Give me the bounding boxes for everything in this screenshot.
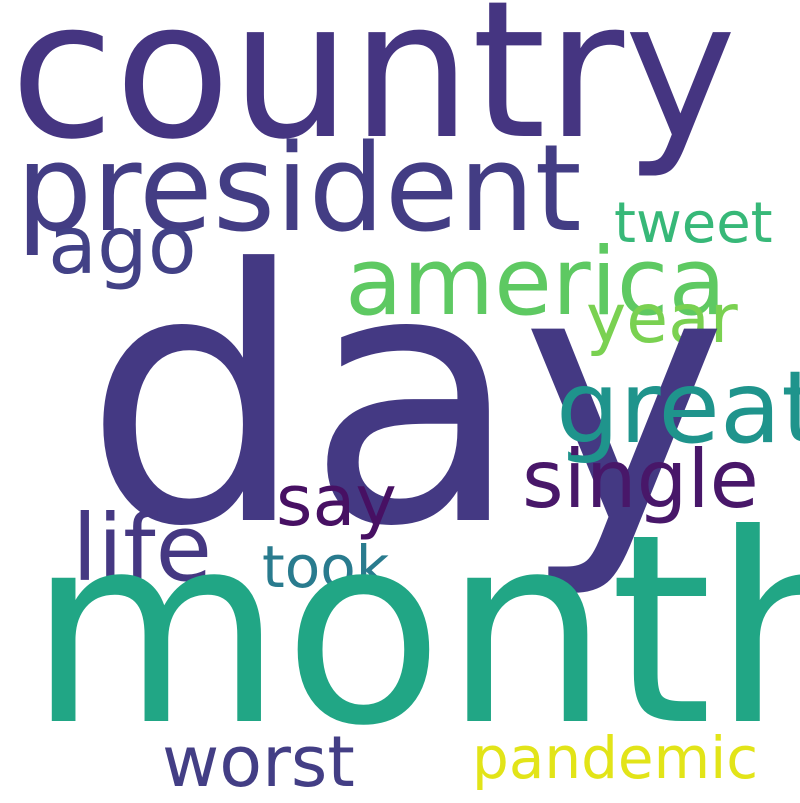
word-say: say bbox=[276, 460, 397, 542]
word-president: president bbox=[16, 120, 582, 259]
word-america: america bbox=[345, 228, 727, 337]
word-tweet: tweet bbox=[614, 191, 773, 256]
word-year: year bbox=[586, 280, 738, 359]
word-great: great bbox=[556, 349, 800, 466]
word-single: single bbox=[522, 433, 759, 526]
word-day: day bbox=[84, 195, 728, 603]
word-ago: ago bbox=[48, 199, 197, 292]
word-pandemic: pandemic bbox=[472, 724, 759, 792]
word-took: took bbox=[262, 533, 390, 601]
word-month: month bbox=[28, 478, 800, 783]
word-country: country bbox=[10, 0, 737, 181]
word-worst: worst bbox=[162, 721, 355, 803]
word-life: life bbox=[72, 495, 213, 602]
